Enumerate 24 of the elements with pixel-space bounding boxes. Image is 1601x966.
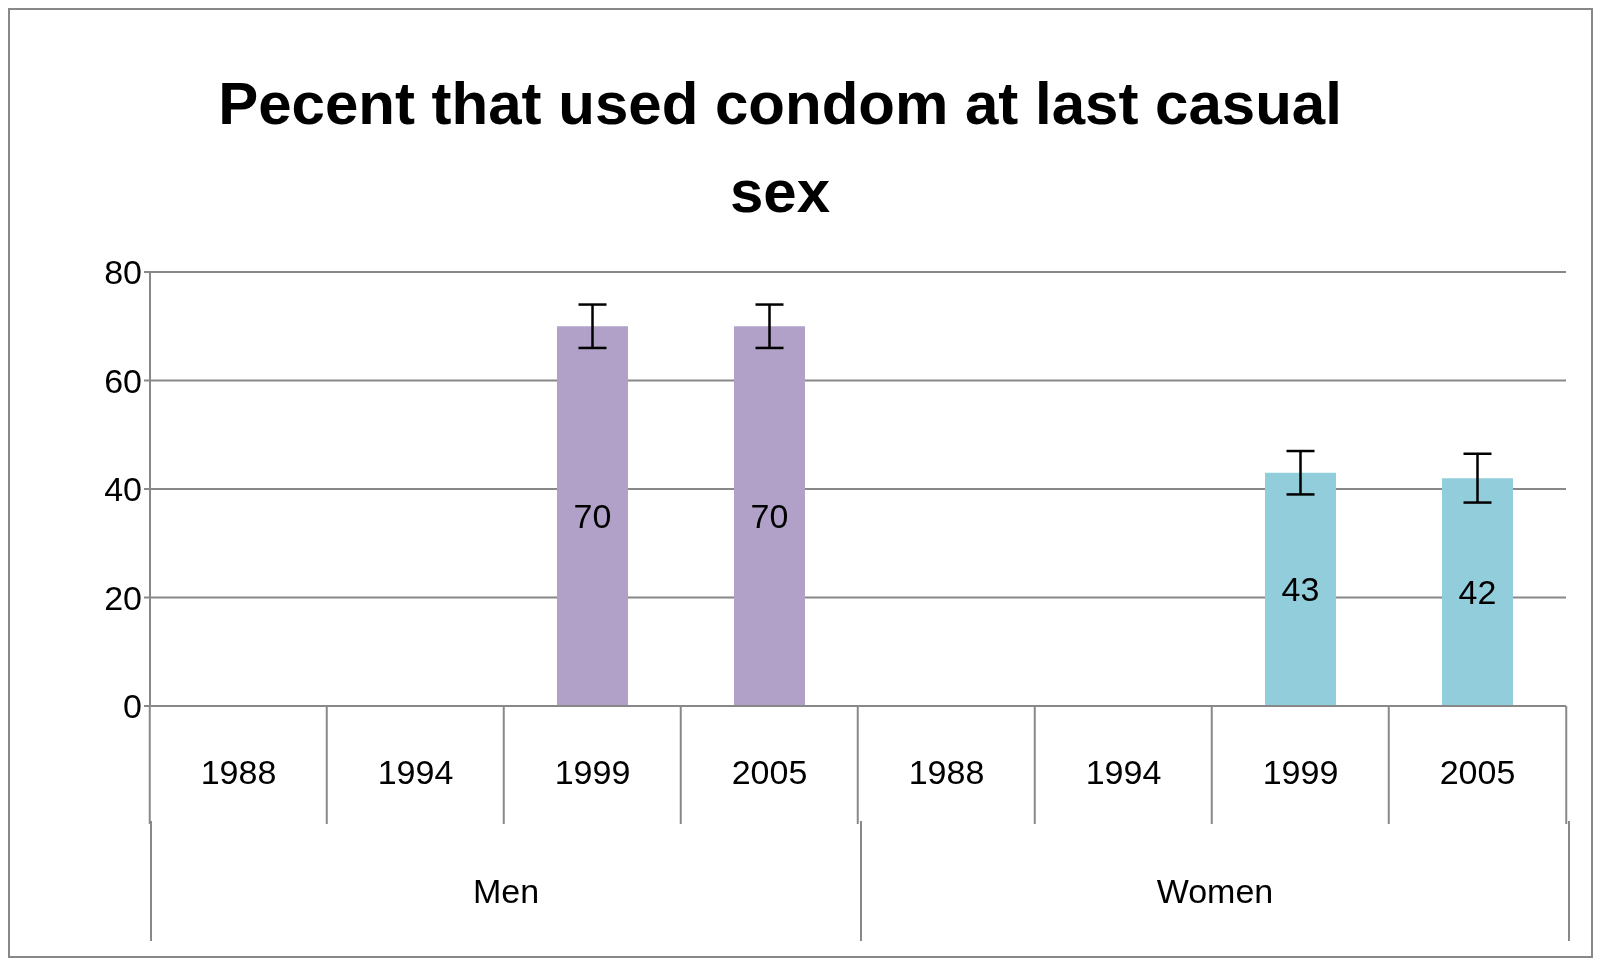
y-tick-label: 60 <box>104 361 142 400</box>
x-tick-label: 1994 <box>1085 753 1162 791</box>
data-label: 70 <box>573 497 612 536</box>
data-label: 43 <box>1281 570 1320 609</box>
x-tick-label: 1999 <box>554 753 631 791</box>
y-tick-label: 80 <box>104 253 142 292</box>
bar <box>1265 472 1336 706</box>
chart-title: Pecent that used condom at last casual sex <box>217 69 1343 227</box>
bar <box>734 326 805 706</box>
x-tick-label: 1988 <box>200 753 277 791</box>
y-tick-label: 0 <box>123 687 142 726</box>
y-tick-label: 20 <box>104 578 142 617</box>
x-tick-label: 2005 <box>731 753 808 791</box>
x-tick-label: 1999 <box>1262 753 1339 791</box>
data-label: 70 <box>750 497 789 536</box>
text: Men <box>150 821 860 941</box>
data-label: 42 <box>1458 573 1497 612</box>
bar <box>557 326 628 706</box>
y-tick-label: 40 <box>104 470 142 509</box>
text: Women <box>860 821 1570 941</box>
x-tick-label: 2005 <box>1439 753 1516 791</box>
x-tick-label: 1994 <box>377 753 454 791</box>
bar <box>1442 478 1513 706</box>
x-tick-label: 1988 <box>908 753 985 791</box>
